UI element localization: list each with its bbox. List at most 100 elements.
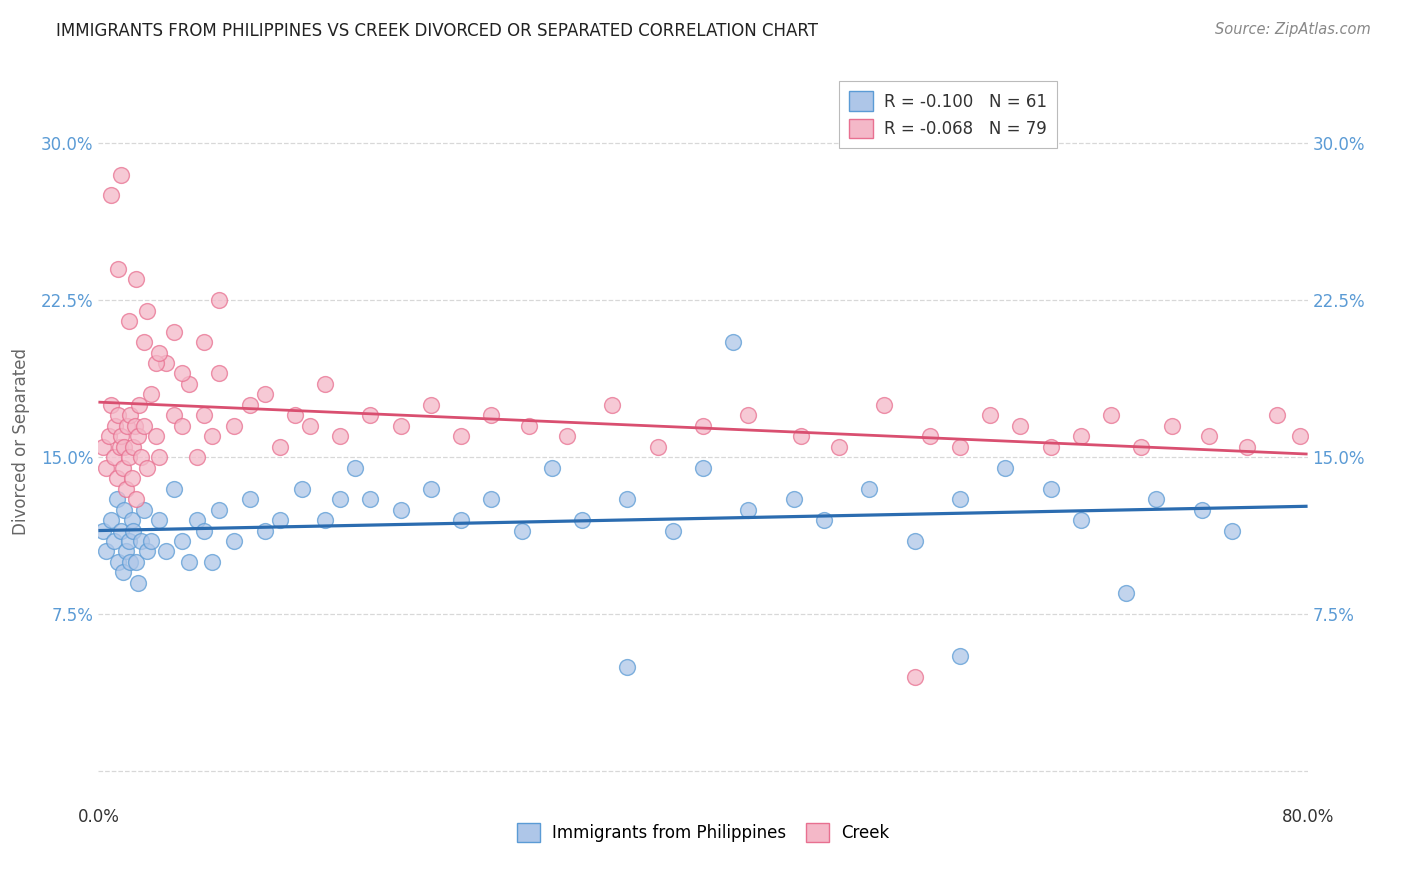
- Point: [94, 544, 117, 558]
- Point: [125, 555, 148, 569]
- Point: [949, 649, 972, 664]
- Point: [135, 460, 157, 475]
- Text: IMMIGRANTS FROM PHILIPPINES VS CREEK DIVORCED OR SEPARATED CORRELATION CHART: IMMIGRANTS FROM PHILIPPINES VS CREEK DIV…: [56, 22, 818, 40]
- Point: [111, 460, 134, 475]
- Point: [103, 450, 125, 465]
- Point: [481, 409, 503, 423]
- Point: [104, 418, 127, 433]
- Point: [224, 534, 246, 549]
- Point: [208, 293, 231, 308]
- Point: [1191, 502, 1213, 516]
- Point: [120, 409, 142, 423]
- Point: [1160, 418, 1182, 433]
- Point: [127, 575, 149, 590]
- Point: [602, 398, 624, 412]
- Point: [389, 502, 412, 516]
- Point: [239, 398, 262, 412]
- Point: [91, 524, 114, 538]
- Point: [555, 429, 578, 443]
- Point: [1198, 429, 1220, 443]
- Point: [239, 492, 262, 507]
- Point: [100, 398, 122, 412]
- Point: [540, 460, 562, 475]
- Point: [125, 492, 148, 507]
- Point: [1010, 418, 1032, 433]
- Point: [132, 418, 155, 433]
- Point: [571, 513, 593, 527]
- Point: [314, 376, 336, 391]
- Point: [737, 409, 759, 423]
- Point: [949, 492, 972, 507]
- Point: [692, 418, 714, 433]
- Point: [129, 450, 152, 465]
- Point: [661, 524, 683, 538]
- Point: [269, 440, 291, 454]
- Point: [329, 429, 352, 443]
- Point: [114, 482, 136, 496]
- Point: [344, 460, 367, 475]
- Point: [1289, 429, 1312, 443]
- Point: [994, 460, 1017, 475]
- Point: [201, 429, 224, 443]
- Point: [179, 376, 201, 391]
- Point: [105, 471, 128, 485]
- Point: [873, 398, 896, 412]
- Point: [360, 409, 382, 423]
- Point: [291, 482, 314, 496]
- Point: [155, 544, 177, 558]
- Point: [118, 450, 141, 465]
- Point: [389, 418, 412, 433]
- Point: [141, 534, 163, 549]
- Point: [510, 524, 533, 538]
- Point: [107, 555, 129, 569]
- Point: [155, 356, 177, 370]
- Point: [208, 502, 231, 516]
- Point: [616, 659, 638, 673]
- Point: [647, 440, 669, 454]
- Point: [170, 418, 193, 433]
- Point: [132, 502, 155, 516]
- Point: [450, 513, 472, 527]
- Point: [98, 429, 121, 443]
- Point: [1267, 409, 1289, 423]
- Point: [329, 492, 352, 507]
- Point: [949, 440, 972, 454]
- Point: [616, 492, 638, 507]
- Point: [132, 334, 155, 349]
- Point: [122, 440, 145, 454]
- Point: [269, 513, 291, 527]
- Point: [145, 429, 167, 443]
- Point: [170, 367, 193, 381]
- Point: [145, 356, 167, 370]
- Point: [517, 418, 540, 433]
- Point: [122, 524, 145, 538]
- Point: [420, 482, 443, 496]
- Point: [253, 387, 276, 401]
- Point: [1039, 440, 1062, 454]
- Point: [193, 524, 215, 538]
- Point: [450, 429, 472, 443]
- Point: [1070, 513, 1092, 527]
- Point: [813, 513, 835, 527]
- Point: [124, 418, 146, 433]
- Point: [107, 261, 129, 276]
- Point: [112, 440, 135, 454]
- Point: [107, 409, 129, 423]
- Point: [127, 429, 149, 443]
- Point: [360, 492, 382, 507]
- Point: [186, 513, 208, 527]
- Point: [105, 492, 128, 507]
- Point: [103, 534, 125, 549]
- Point: [186, 450, 208, 465]
- Point: [94, 460, 117, 475]
- Point: [121, 471, 143, 485]
- Point: [208, 367, 231, 381]
- Point: [100, 513, 122, 527]
- Point: [201, 555, 224, 569]
- Point: [163, 409, 186, 423]
- Point: [858, 482, 880, 496]
- Point: [128, 398, 150, 412]
- Point: [1146, 492, 1168, 507]
- Point: [112, 502, 135, 516]
- Point: [121, 513, 143, 527]
